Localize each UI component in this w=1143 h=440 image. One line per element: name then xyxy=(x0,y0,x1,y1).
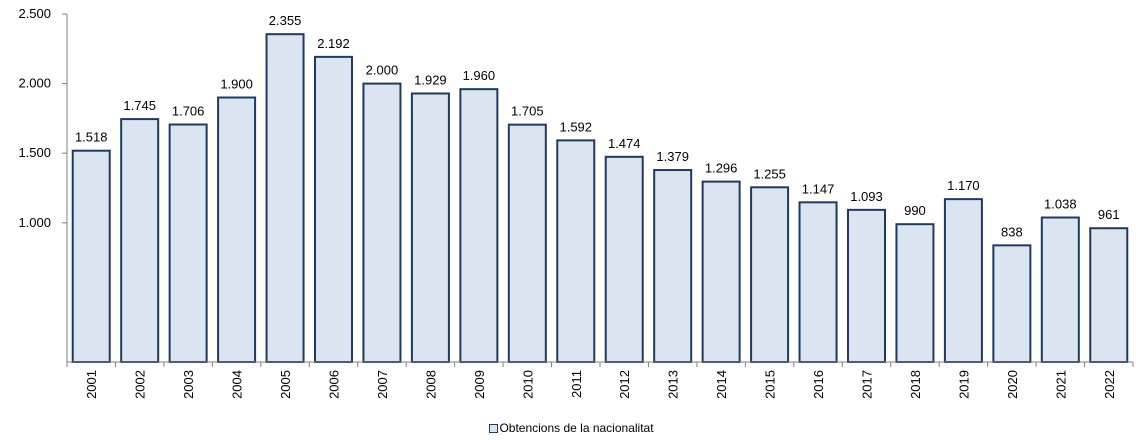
data-label: 1.038 xyxy=(1044,197,1077,212)
data-label: 1.296 xyxy=(705,161,738,176)
bar xyxy=(604,155,644,363)
bar xyxy=(847,208,886,363)
x-tick-label: 2019 xyxy=(956,370,971,399)
data-label: 2.000 xyxy=(366,63,399,78)
x-tick-label: 2003 xyxy=(181,370,196,399)
x-tick-label: 2009 xyxy=(472,370,487,399)
x-tick-label: 2015 xyxy=(763,370,778,399)
data-label: 961 xyxy=(1098,207,1120,222)
legend-swatch xyxy=(489,424,499,433)
y-tick-label: 1.500 xyxy=(18,145,51,160)
data-label: 2.355 xyxy=(269,13,302,28)
bar xyxy=(507,123,547,363)
x-tick-label: 2017 xyxy=(860,370,875,399)
bar xyxy=(943,198,983,363)
bar xyxy=(362,82,402,363)
bar xyxy=(410,92,450,364)
x-tick-label: 2013 xyxy=(666,370,681,399)
bar xyxy=(556,139,596,363)
bar xyxy=(1040,216,1080,363)
x-tick-label: 2021 xyxy=(1053,370,1068,399)
x-tick-label: 2016 xyxy=(811,370,826,399)
bar xyxy=(168,123,208,364)
data-label: 1.706 xyxy=(172,104,205,119)
x-tick-label: 2022 xyxy=(1102,370,1117,399)
bar xyxy=(1089,227,1129,363)
bar xyxy=(217,96,257,364)
data-label: 1.147 xyxy=(802,181,835,196)
y-tick-label: 2.000 xyxy=(18,76,51,91)
legend-label: Obtencions de la nacionalitat xyxy=(499,421,654,435)
legend: Obtencions de la nacionalitat xyxy=(0,421,1143,435)
data-label: 1.705 xyxy=(511,104,544,119)
bar xyxy=(701,180,741,363)
bar xyxy=(992,244,1032,363)
x-tick-label: 2018 xyxy=(908,370,923,399)
bar xyxy=(798,201,838,363)
x-tick-label: 2004 xyxy=(230,370,245,399)
x-tick-label: 2010 xyxy=(520,370,535,399)
data-label: 1.518 xyxy=(75,130,108,145)
bar xyxy=(314,55,353,364)
bar xyxy=(459,88,499,363)
data-label: 1.592 xyxy=(559,119,592,134)
x-tick-label: 2011 xyxy=(569,370,584,398)
bar xyxy=(653,169,693,363)
x-tick-label: 2006 xyxy=(327,370,342,399)
x-tick-label: 2002 xyxy=(133,370,148,399)
x-tick-label: 2008 xyxy=(423,370,438,399)
data-label: 1.379 xyxy=(656,149,689,164)
data-label: 990 xyxy=(904,203,926,218)
bar xyxy=(71,149,111,363)
bar xyxy=(750,186,790,363)
y-tick-label: 2.500 xyxy=(18,6,51,21)
data-label: 1.745 xyxy=(123,98,156,113)
bar xyxy=(895,223,935,363)
data-label: 1.929 xyxy=(414,72,447,87)
data-label: 1.960 xyxy=(463,68,496,83)
bar xyxy=(120,118,160,364)
x-tick-label: 2005 xyxy=(278,370,293,399)
data-label: 1.170 xyxy=(947,178,980,193)
y-tick-label: 1.000 xyxy=(18,215,51,230)
data-label: 1.093 xyxy=(850,189,883,204)
data-label: 1.900 xyxy=(220,77,253,92)
x-tick-label: 2007 xyxy=(375,370,390,399)
x-tick-label: 2001 xyxy=(84,370,99,399)
bar xyxy=(265,33,305,364)
x-tick-label: 2012 xyxy=(617,370,632,399)
x-tick-label: 2020 xyxy=(1005,370,1020,399)
data-label: 1.255 xyxy=(753,166,786,181)
data-label: 2.192 xyxy=(317,36,350,51)
data-label: 1.474 xyxy=(608,136,641,151)
x-tick-label: 2014 xyxy=(714,370,729,399)
chart-svg: 1.000 1.500 2.000 2.500 1.518 1.745 1.706 1.900… xyxy=(18,6,1134,399)
data-label: 838 xyxy=(1001,224,1023,239)
